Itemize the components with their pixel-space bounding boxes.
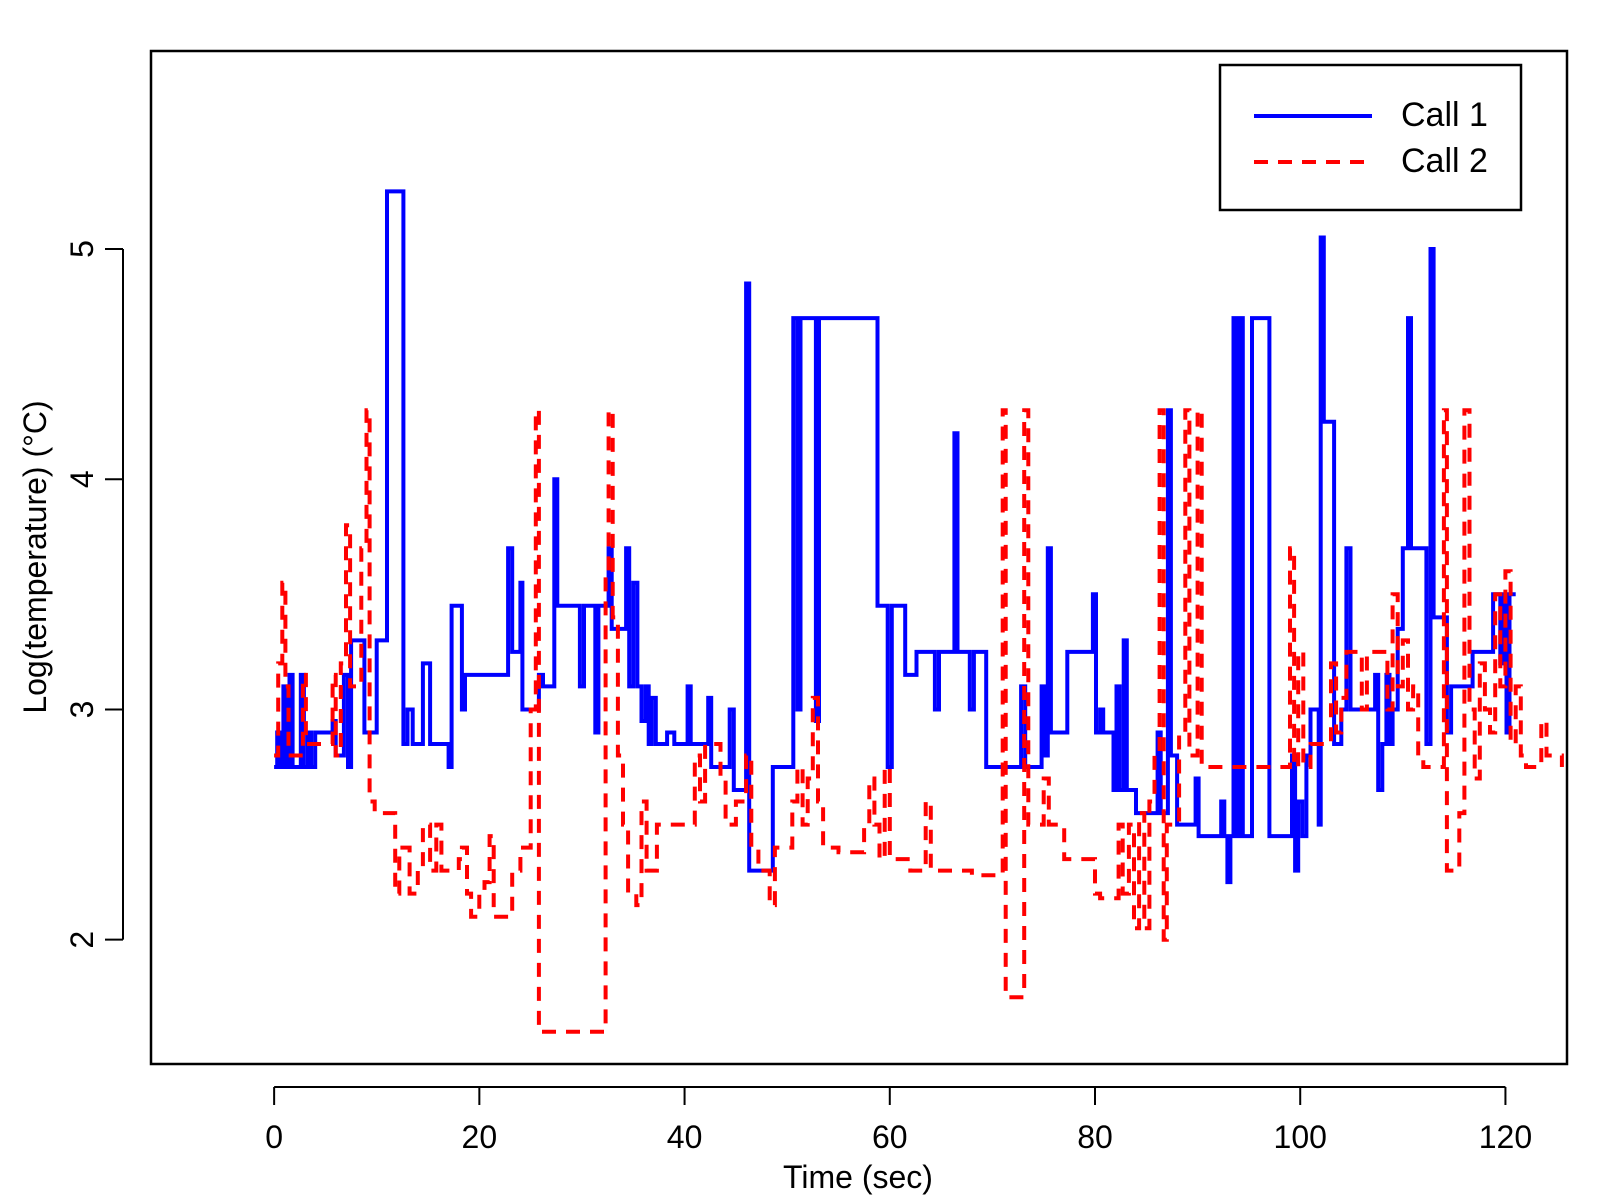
x-axis-label: Time (sec): [783, 1159, 933, 1195]
series-line-call-1: [274, 189, 1516, 885]
x-tick-label-0: 0: [265, 1119, 283, 1155]
legend: Call 1 Call 2: [1218, 63, 1523, 212]
x-axis: 0 20 40 60 80 100 120: [265, 1086, 1532, 1155]
x-tick-label-60: 60: [872, 1119, 908, 1155]
series-layer: [274, 189, 1564, 1034]
x-tick-label-20: 20: [462, 1119, 498, 1155]
legend-label-call-1: Call 1: [1401, 96, 1488, 134]
y-axis-label: Log(temperature) (°C): [17, 400, 53, 713]
legend-box: [1218, 63, 1523, 212]
y-tick-label-2: 2: [64, 931, 100, 949]
y-axis: 2 3 4 5: [64, 240, 124, 949]
y-tick-label-4: 4: [64, 470, 100, 488]
series-line-call-2: [274, 408, 1564, 1034]
legend-label-call-2: Call 2: [1401, 142, 1488, 180]
y-tick-label-5: 5: [64, 240, 100, 258]
x-tick-label-100: 100: [1274, 1119, 1327, 1155]
y-tick-label-3: 3: [64, 701, 100, 719]
x-tick-label-120: 120: [1479, 1119, 1532, 1155]
x-tick-label-40: 40: [667, 1119, 703, 1155]
plot-frame: [149, 49, 1569, 1066]
x-tick-label-80: 80: [1077, 1119, 1113, 1155]
